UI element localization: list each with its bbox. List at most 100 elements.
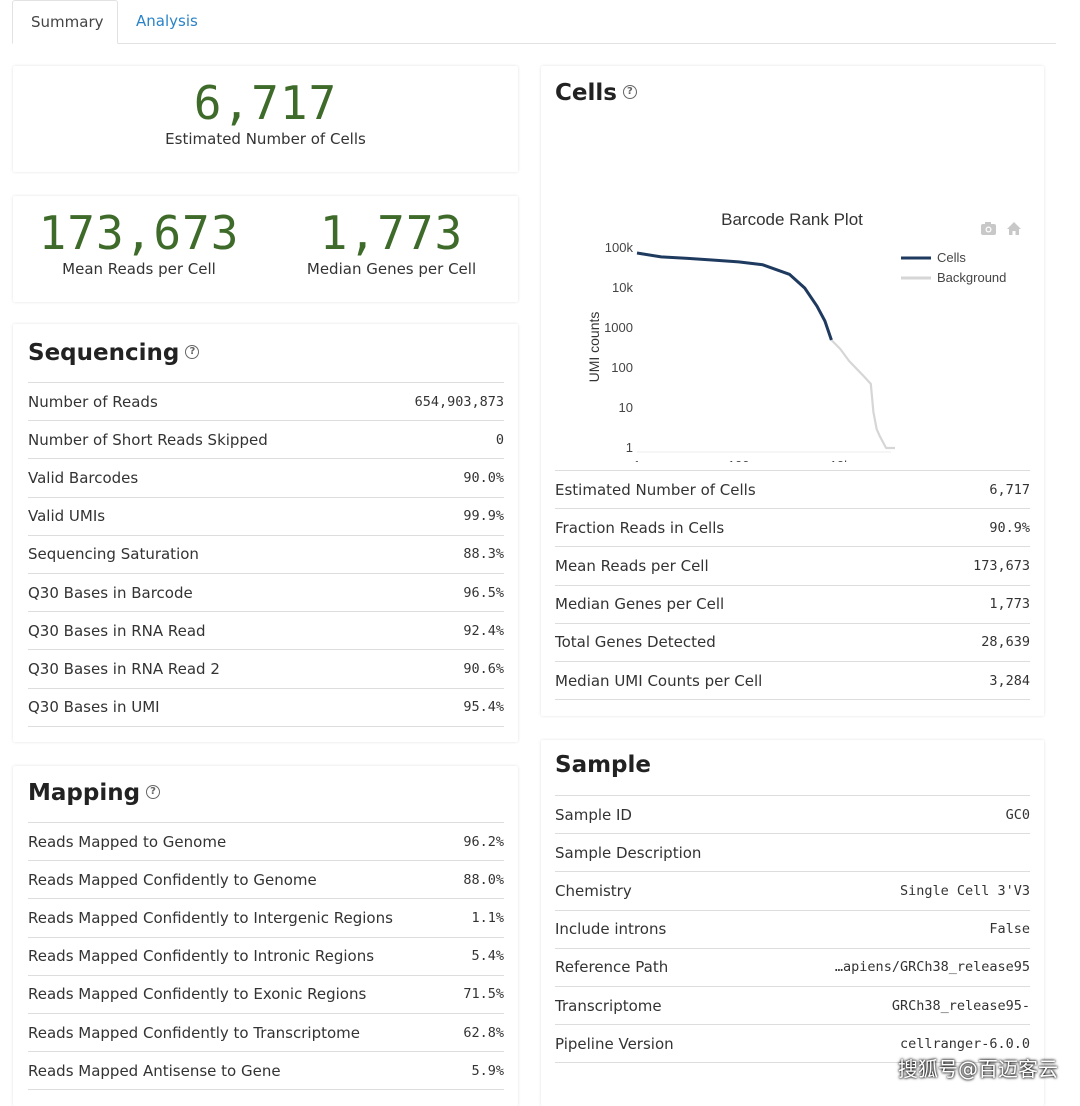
metric-row: Reads Mapped Confidently to Genome 88.0% — [28, 860, 504, 899]
metric-label: Total Genes Detected — [555, 633, 716, 652]
metric-label: Median UMI Counts per Cell — [555, 671, 763, 690]
metric-row: Pipeline Version cellranger-6.0.0 — [555, 1024, 1030, 1063]
metric-value: 28,639 — [981, 634, 1030, 651]
metric-value: 6,717 — [989, 481, 1030, 498]
metric-label: Reads Mapped Confidently to Genome — [28, 870, 317, 889]
metric-value: 88.3% — [463, 546, 504, 563]
metric-value: False — [989, 921, 1030, 938]
y-axis-label: UMI counts — [586, 312, 602, 383]
cells-card: Cells? Barcode Rank Plot 100k 10k 1000 100 1… — [541, 66, 1044, 716]
metric-row: Reads Mapped Confidently to Transcriptom… — [28, 1013, 504, 1051]
metric-row: Reads Mapped Antisense to Gene 5.9% — [28, 1051, 504, 1090]
sample-card: Sample Sample ID GC0 Sample Description Che… — [541, 740, 1044, 1106]
series-line-background — [830, 339, 895, 450]
metric-label: Mean Reads per Cell — [555, 556, 709, 575]
barcode-rank-plot: Barcode Rank Plot 100k 10k 1000 100 10 11 100 1… — [586, 210, 1021, 462]
metric-row: Valid Barcodes 90.0% — [28, 458, 504, 497]
metric-label: Q30 Bases in Barcode — [28, 583, 193, 602]
metric-label: Reads Mapped Antisense to Gene — [28, 1061, 281, 1080]
reads-genes-card: 173,673 Mean Reads per Cell 1,773 Median… — [13, 196, 518, 302]
metric-label: Include introns — [555, 920, 667, 939]
metric-value: 96.5% — [463, 584, 504, 601]
legend-label[interactable]: Background — [937, 270, 1006, 285]
cells-table: Estimated Number of Cells 6,717 Fraction R… — [555, 470, 1030, 700]
metric-row: Estimated Number of Cells 6,717 — [555, 470, 1030, 509]
metric-value: 62.8% — [463, 1024, 504, 1041]
metric-value: 99.9% — [463, 508, 504, 525]
series-line-cells — [636, 251, 833, 341]
metric-value: cellranger-6.0.0 — [899, 1035, 1030, 1052]
metric-label: Valid UMIs — [28, 507, 106, 526]
metric-row: Reads Mapped to Genome 96.2% — [28, 822, 504, 861]
y-tick-label: 100k — [605, 240, 634, 255]
help-icon[interactable]: ? — [185, 344, 200, 359]
sample-title: Sample — [555, 752, 651, 778]
metric-value: Single Cell 3'V3 — [899, 882, 1030, 899]
metric-row: Sequencing Saturation 88.3% — [28, 535, 504, 573]
y-tick-label: 10 — [619, 400, 633, 415]
metric-label: Q30 Bases in UMI — [28, 698, 160, 717]
metric-row: Reads Mapped Confidently to Intronic Reg… — [28, 937, 504, 975]
metric-row: Reads Mapped Confidently to Intergenic R… — [28, 898, 504, 937]
home-icon[interactable] — [1007, 222, 1021, 235]
metric-value: 3,284 — [989, 672, 1030, 689]
metric-label: Number of Reads — [28, 392, 158, 411]
metric-row: Reads Mapped Confidently to Exonic Regio… — [28, 975, 504, 1013]
mapping-card: Mapping? Reads Mapped to Genome 96.2% Read… — [13, 766, 518, 1106]
median-genes-metric: 1,773 Median Genes per Cell — [265, 208, 518, 278]
mapping-table: Reads Mapped to Genome 96.2% Reads Mapped … — [28, 822, 504, 1090]
metric-value: GC0 — [1005, 806, 1030, 823]
metric-row: Number of Short Reads Skipped 0 — [28, 420, 504, 459]
y-tick-label: 1000 — [604, 320, 633, 335]
metric-row: Fraction Reads in Cells 90.9% — [555, 508, 1030, 547]
metric-value: …apiens/GRCh38_release95 — [834, 959, 1030, 976]
metric-row: Q30 Bases in Barcode 96.5% — [28, 573, 504, 611]
metric-value: 173,673 — [973, 557, 1030, 574]
metric-label: Reads Mapped to Genome — [28, 832, 227, 851]
help-icon[interactable]: ? — [622, 84, 637, 99]
sequencing-card: Sequencing? Number of Reads 654,903,873 Nu… — [13, 324, 518, 742]
metric-label: Valid Barcodes — [28, 468, 139, 487]
estimated-cells-card: 6,717 Estimated Number of Cells — [13, 66, 518, 172]
mean-reads-label: Mean Reads per Cell — [62, 260, 216, 278]
mean-reads-metric: 173,673 Mean Reads per Cell — [13, 208, 265, 278]
metric-row: Number of Reads 654,903,873 — [28, 382, 504, 421]
estimated-cells-label: Estimated Number of Cells — [165, 130, 366, 148]
metric-value: 1,773 — [989, 596, 1030, 613]
watermark: 搜狐号@百迈客云 — [898, 1057, 1058, 1081]
plot-toolbar — [981, 222, 1021, 235]
camera-icon[interactable] — [981, 222, 996, 235]
metric-label: Reference Path — [555, 958, 669, 977]
mapping-title-text: Mapping — [28, 780, 141, 806]
metric-row: Mean Reads per Cell 173,673 — [555, 546, 1030, 585]
metric-label: Estimated Number of Cells — [555, 480, 756, 499]
cells-title-text: Cells — [555, 80, 617, 106]
metric-value: GRCh38_release95- — [891, 997, 1030, 1014]
metric-row: Median UMI Counts per Cell 3,284 — [555, 661, 1030, 700]
metric-label: Reads Mapped Confidently to Intronic Reg… — [28, 947, 375, 966]
median-genes-value: 1,773 — [319, 206, 464, 260]
metric-label: Sequencing Saturation — [28, 545, 199, 564]
sequencing-title: Sequencing? — [28, 340, 200, 366]
tab-summary[interactable]: Summary — [12, 0, 118, 44]
x-tick-label: 100 — [728, 458, 750, 462]
metric-label: Sample Description — [555, 843, 702, 862]
metric-row: Median Genes per Cell 1,773 — [555, 585, 1030, 623]
metric-value: 90.6% — [463, 660, 504, 677]
metric-value: 71.5% — [463, 986, 504, 1003]
help-icon[interactable]: ? — [146, 784, 161, 799]
legend-label[interactable]: Cells — [937, 250, 966, 265]
metric-value: 654,903,873 — [414, 393, 504, 410]
metric-row: Q30 Bases in RNA Read 2 90.6% — [28, 649, 504, 688]
tab-analysis[interactable]: Analysis — [136, 12, 198, 30]
metric-row: Sample Description — [555, 833, 1030, 872]
metric-label: Fraction Reads in Cells — [555, 518, 725, 537]
metric-value: 1.1% — [471, 909, 504, 926]
median-genes-label: Median Genes per Cell — [306, 260, 477, 278]
metric-value: 90.9% — [989, 519, 1030, 536]
metric-label: Transcriptome — [555, 996, 662, 1015]
y-tick-label: 10k — [612, 280, 633, 295]
metric-value: 5.9% — [471, 1062, 504, 1079]
metric-row: Reference Path …apiens/GRCh38_release95 — [555, 948, 1030, 986]
metric-label: Number of Short Reads Skipped — [28, 430, 268, 449]
